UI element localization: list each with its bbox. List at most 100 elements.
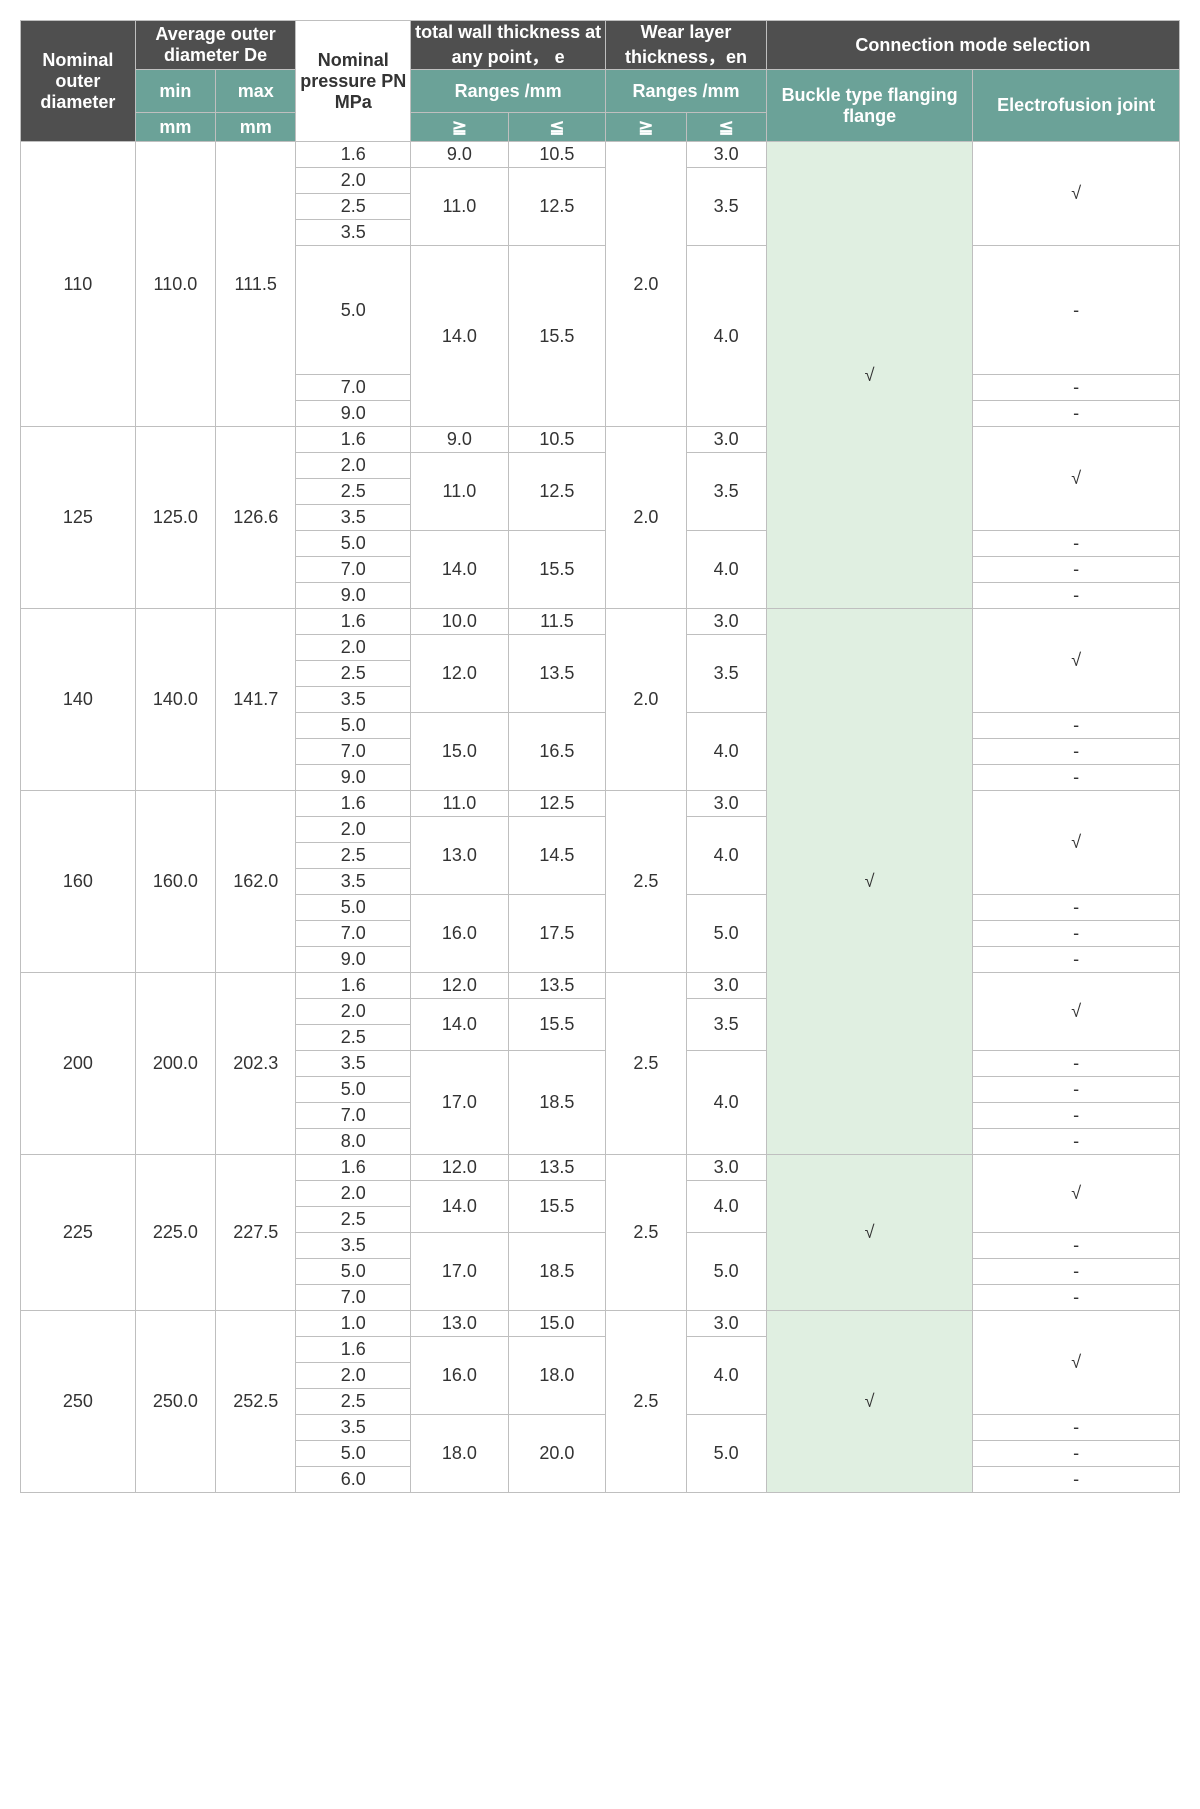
cell-pn: 2.5	[296, 661, 411, 687]
cell-wall-ge: 9.0	[411, 142, 509, 168]
hdr-ge1: ≧	[411, 113, 509, 142]
cell-electro: -	[973, 583, 1180, 609]
cell-wall-le: 15.5	[508, 531, 606, 609]
cell-wall-ge: 10.0	[411, 609, 509, 635]
cell-electro: -	[973, 246, 1180, 375]
cell-nod: 225	[21, 1155, 136, 1311]
cell-wall-ge: 17.0	[411, 1233, 509, 1311]
cell-wear-ge: 2.5	[606, 791, 686, 973]
cell-pn: 7.0	[296, 1103, 411, 1129]
cell-wall-le: 15.0	[508, 1311, 606, 1337]
cell-pn: 3.5	[296, 1051, 411, 1077]
cell-buckle: √	[766, 609, 973, 1155]
cell-wall-ge: 12.0	[411, 1155, 509, 1181]
cell-wear-ge: 2.0	[606, 142, 686, 427]
cell-wall-le: 17.5	[508, 895, 606, 973]
cell-nod: 125	[21, 427, 136, 609]
cell-electro: -	[973, 1259, 1180, 1285]
cell-wall-ge: 16.0	[411, 895, 509, 973]
cell-wear-le: 4.0	[686, 1337, 766, 1415]
hdr-electro: Electrofusion joint	[973, 70, 1180, 142]
cell-pn: 7.0	[296, 921, 411, 947]
cell-wall-ge: 11.0	[411, 791, 509, 817]
cell-wear-le: 3.0	[686, 973, 766, 999]
cell-wall-ge: 14.0	[411, 999, 509, 1051]
cell-pn: 2.0	[296, 453, 411, 479]
cell-electro: -	[973, 531, 1180, 557]
hdr-mm1: mm	[135, 113, 215, 142]
cell-nod: 140	[21, 609, 136, 791]
cell-min: 140.0	[135, 609, 215, 791]
cell-pn: 5.0	[296, 1441, 411, 1467]
cell-wall-le: 12.5	[508, 168, 606, 246]
cell-min: 110.0	[135, 142, 215, 427]
cell-electro: -	[973, 1415, 1180, 1441]
cell-pn: 3.5	[296, 505, 411, 531]
spec-table: Nominal outer diameterAverage outer diam…	[20, 20, 1180, 1493]
cell-pn: 5.0	[296, 713, 411, 739]
cell-electro: -	[973, 375, 1180, 401]
cell-wall-le: 18.5	[508, 1051, 606, 1155]
cell-electro: -	[973, 921, 1180, 947]
cell-pn: 2.5	[296, 1389, 411, 1415]
cell-nod: 110	[21, 142, 136, 427]
cell-wall-ge: 17.0	[411, 1051, 509, 1155]
cell-pn: 5.0	[296, 1259, 411, 1285]
hdr-pn: Nominal pressure PN MPa	[296, 21, 411, 142]
cell-wall-le: 14.5	[508, 817, 606, 895]
cell-pn: 1.6	[296, 609, 411, 635]
cell-wear-ge: 2.5	[606, 1155, 686, 1311]
cell-pn: 7.0	[296, 739, 411, 765]
cell-wear-le: 5.0	[686, 895, 766, 973]
cell-wall-le: 13.5	[508, 1155, 606, 1181]
cell-pn: 1.0	[296, 1311, 411, 1337]
cell-min: 250.0	[135, 1311, 215, 1493]
cell-wall-le: 15.5	[508, 999, 606, 1051]
cell-max: 126.6	[216, 427, 296, 609]
cell-max: 202.3	[216, 973, 296, 1155]
cell-wall-le: 11.5	[508, 609, 606, 635]
cell-max: 162.0	[216, 791, 296, 973]
cell-wear-le: 3.5	[686, 168, 766, 246]
cell-wall-ge: 11.0	[411, 453, 509, 531]
cell-pn: 2.0	[296, 999, 411, 1025]
cell-pn: 2.5	[296, 1025, 411, 1051]
cell-pn: 2.5	[296, 194, 411, 220]
cell-pn: 9.0	[296, 765, 411, 791]
cell-pn: 1.6	[296, 142, 411, 168]
cell-wall-le: 13.5	[508, 635, 606, 713]
cell-pn: 2.5	[296, 479, 411, 505]
cell-pn: 2.0	[296, 817, 411, 843]
hdr-min: min	[135, 70, 215, 113]
cell-wear-le: 4.0	[686, 1051, 766, 1155]
cell-pn: 5.0	[296, 895, 411, 921]
cell-wear-le: 3.5	[686, 453, 766, 531]
cell-wear-le: 4.0	[686, 817, 766, 895]
cell-wear-le: 3.0	[686, 1155, 766, 1181]
hdr-buckle: Buckle type flanging flange	[766, 70, 973, 142]
cell-electro: √	[973, 791, 1180, 895]
cell-wall-ge: 15.0	[411, 713, 509, 791]
cell-nod: 250	[21, 1311, 136, 1493]
hdr-nod: Nominal outer diameter	[21, 21, 136, 142]
cell-pn: 1.6	[296, 791, 411, 817]
cell-pn: 3.5	[296, 1415, 411, 1441]
cell-electro: √	[973, 1155, 1180, 1233]
cell-electro: √	[973, 973, 1180, 1051]
cell-wall-ge: 12.0	[411, 973, 509, 999]
cell-buckle: √	[766, 1311, 973, 1493]
cell-pn: 3.5	[296, 687, 411, 713]
cell-wall-le: 10.5	[508, 142, 606, 168]
cell-electro: -	[973, 1467, 1180, 1493]
cell-wall-le: 20.0	[508, 1415, 606, 1493]
cell-electro: √	[973, 1311, 1180, 1415]
cell-min: 200.0	[135, 973, 215, 1155]
cell-pn: 5.0	[296, 531, 411, 557]
cell-wear-le: 4.0	[686, 1181, 766, 1233]
cell-pn: 5.0	[296, 246, 411, 375]
cell-buckle: √	[766, 142, 973, 609]
cell-pn: 8.0	[296, 1129, 411, 1155]
cell-pn: 1.6	[296, 973, 411, 999]
cell-wear-le: 3.5	[686, 999, 766, 1051]
cell-wall-ge: 13.0	[411, 817, 509, 895]
